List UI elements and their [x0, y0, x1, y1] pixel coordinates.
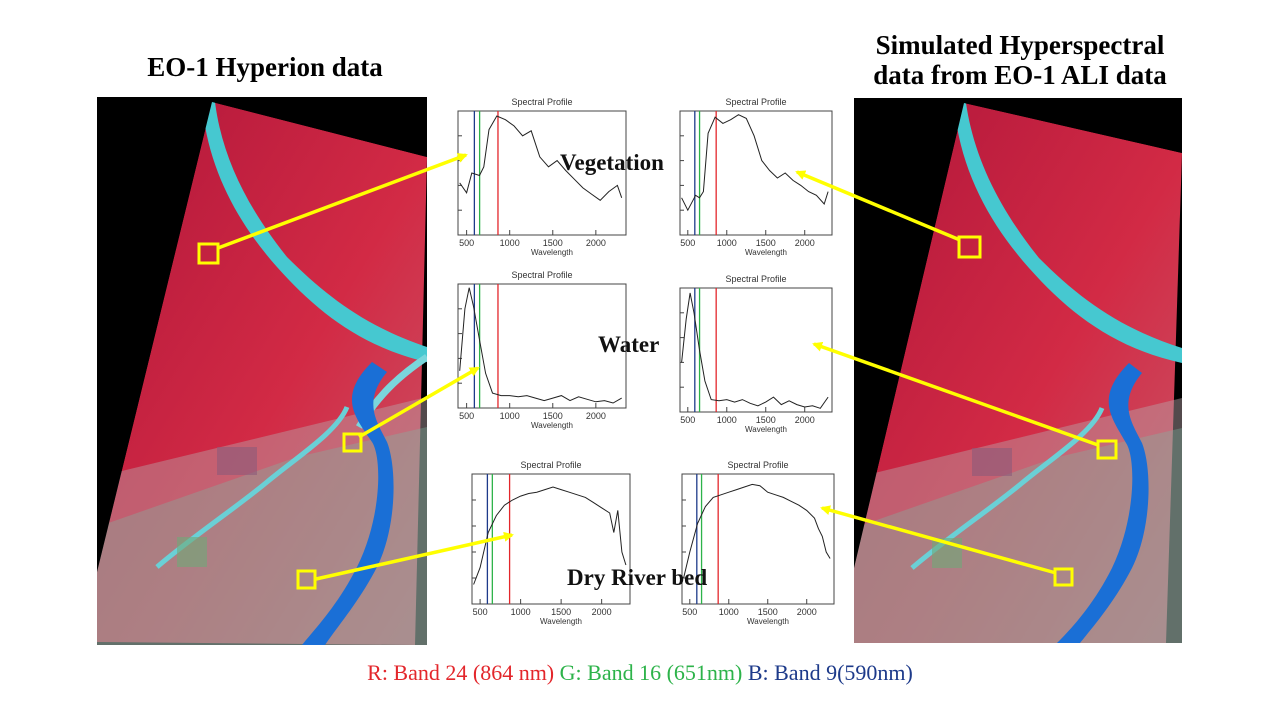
chart-title: Spectral Profile — [725, 274, 786, 284]
x-tick-label: 1000 — [511, 607, 531, 617]
x-tick-label: 500 — [459, 238, 474, 248]
spectrum-line — [459, 115, 623, 201]
x-axis-label: Wavelength — [747, 617, 789, 626]
x-axis-label: Wavelength — [531, 248, 573, 257]
left-title: EO-1 Hyperion data — [147, 52, 383, 82]
chart-dry-river-bed-simulated: Spectral Profile 500 1000 1500 2000 Wavelengt… — [654, 456, 840, 632]
right-title-line1: Simulated Hyperspectral — [875, 30, 1165, 60]
chart-title: Spectral Profile — [727, 460, 788, 470]
chart-water-simulated: Spectral Profile 500 1000 1500 2000 Wavelengt… — [652, 270, 838, 440]
x-tick-label: 2000 — [795, 238, 815, 248]
x-tick-label: 1500 — [543, 238, 563, 248]
arrow-dry-river-right — [820, 505, 1057, 575]
chart-frame — [471, 473, 631, 605]
marker-vegetation-right — [957, 235, 982, 259]
spectrum-line — [681, 114, 829, 212]
x-tick-label: 1500 — [551, 607, 571, 617]
x-tick-label: 500 — [680, 238, 695, 248]
label-vegetation: Vegetation — [560, 150, 664, 175]
x-tick-label: 2000 — [797, 607, 817, 617]
x-tick-label: 1500 — [543, 411, 563, 421]
x-tick-label: 1500 — [758, 607, 778, 617]
chart-title: Spectral Profile — [511, 97, 572, 107]
arrow-water-right — [812, 341, 1099, 447]
x-axis-label: Wavelength — [540, 617, 582, 626]
caption-green-band: G: Band 16 (651nm) — [559, 660, 743, 685]
x-tick-label: 2000 — [586, 411, 606, 421]
x-tick-label: 1000 — [717, 415, 737, 425]
x-tick-label: 1000 — [500, 411, 520, 421]
right-title-line2: data from EO-1 ALI data — [873, 60, 1167, 90]
x-tick-label: 1500 — [756, 415, 776, 425]
marker-dry-river-left — [296, 569, 317, 590]
x-tick-label: 2000 — [592, 607, 612, 617]
right-title: Simulated Hyperspectral data from EO-1 A… — [835, 30, 1205, 90]
hyperion-scene-graphic — [97, 102, 427, 645]
arrow-vegetation-right — [795, 170, 961, 242]
x-tick-label: 500 — [459, 411, 474, 421]
x-tick-label: 2000 — [795, 415, 815, 425]
marker-water-right — [1096, 439, 1118, 460]
marker-dry-river-right — [1053, 567, 1074, 587]
x-tick-label: 1000 — [500, 238, 520, 248]
chart-title: Spectral Profile — [520, 460, 581, 470]
marker-vegetation-left — [197, 242, 220, 265]
arrow-vegetation-left — [217, 153, 468, 250]
x-tick-label: 1000 — [719, 607, 739, 617]
arrow-dry-river-left — [315, 531, 514, 581]
arrow-water-left — [358, 366, 480, 439]
x-axis-label: Wavelength — [745, 248, 787, 257]
marker-water-left — [342, 432, 363, 453]
chart-frame — [681, 473, 835, 605]
spectrum-line — [681, 292, 829, 409]
x-tick-label: 1000 — [717, 238, 737, 248]
caption-blue-band: B: Band 9(590nm) — [747, 660, 913, 685]
chart-frame — [457, 110, 627, 236]
caption-red-band: R: Band 24 (864 nm) — [367, 660, 555, 685]
band-caption: R: Band 24 (864 nm) G: Band 16 (651nm) B… — [0, 660, 1280, 686]
x-axis-label: Wavelength — [745, 425, 787, 434]
x-tick-label: 500 — [682, 607, 697, 617]
x-tick-label: 500 — [680, 415, 695, 425]
spectrum-line — [459, 287, 622, 404]
hyperion-scene-image — [97, 97, 427, 645]
x-tick-label: 500 — [473, 607, 488, 617]
chart-frame — [679, 110, 833, 236]
spectrum-line — [473, 486, 627, 585]
label-dry-river-bed: Dry River bed — [567, 565, 708, 590]
x-tick-label: 2000 — [586, 238, 606, 248]
chart-title: Spectral Profile — [511, 270, 572, 280]
spectrum-line — [683, 483, 831, 579]
chart-title: Spectral Profile — [725, 97, 786, 107]
chart-frame — [457, 283, 627, 409]
x-axis-label: Wavelength — [531, 421, 573, 430]
x-tick-label: 1500 — [756, 238, 776, 248]
label-water: Water — [598, 332, 660, 357]
chart-vegetation-hyperion: Spectral Profile 500 1000 1500 2000 Wavelengt… — [430, 93, 632, 263]
chart-background — [654, 456, 840, 632]
chart-water-hyperion: Spectral Profile 500 1000 1500 2000 Wavelengt… — [430, 266, 632, 436]
